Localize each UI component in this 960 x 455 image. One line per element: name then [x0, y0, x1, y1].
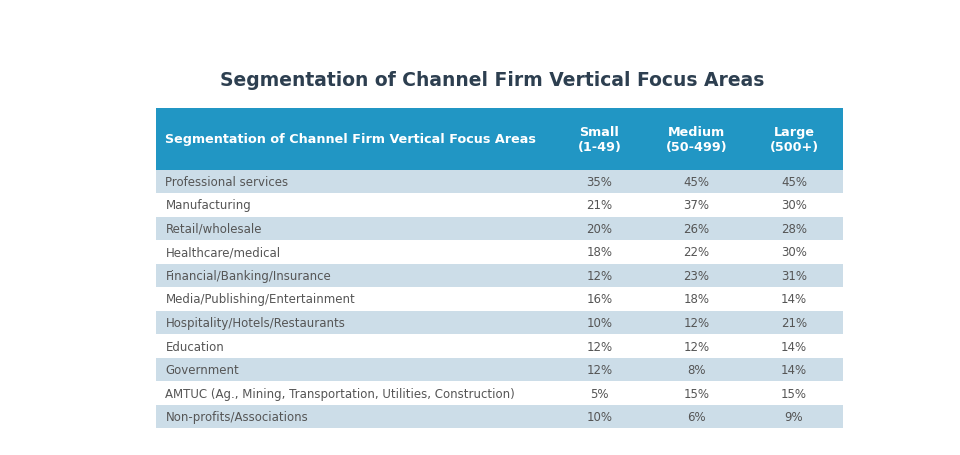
Bar — [156, 241, 843, 264]
Text: 23%: 23% — [684, 269, 709, 283]
Bar — [156, 264, 843, 288]
Bar — [156, 109, 843, 170]
Text: Medium
(50-499): Medium (50-499) — [665, 125, 728, 154]
Text: 12%: 12% — [587, 340, 612, 353]
Text: 14%: 14% — [780, 293, 807, 306]
Text: 45%: 45% — [684, 176, 709, 188]
Text: Hospitality/Hotels/Restaurants: Hospitality/Hotels/Restaurants — [165, 316, 346, 329]
Text: Segmentation of Channel Firm Vertical Focus Areas: Segmentation of Channel Firm Vertical Fo… — [165, 133, 537, 146]
Text: 14%: 14% — [780, 363, 807, 376]
Text: Healthcare/medical: Healthcare/medical — [165, 246, 280, 259]
Text: 9%: 9% — [784, 410, 804, 423]
Text: 12%: 12% — [587, 269, 612, 283]
Text: 5%: 5% — [590, 387, 609, 399]
Text: 16%: 16% — [587, 293, 612, 306]
Text: 45%: 45% — [781, 176, 807, 188]
Text: 10%: 10% — [587, 410, 612, 423]
Bar — [156, 194, 843, 217]
Text: 14%: 14% — [780, 340, 807, 353]
Text: Small
(1-49): Small (1-49) — [578, 125, 621, 154]
Text: 37%: 37% — [684, 199, 709, 212]
Text: 20%: 20% — [587, 222, 612, 235]
Text: 18%: 18% — [587, 246, 612, 259]
Text: 28%: 28% — [781, 222, 807, 235]
Text: Large
(500+): Large (500+) — [770, 125, 819, 154]
Bar — [156, 170, 843, 194]
Text: Professional services: Professional services — [165, 176, 289, 188]
Bar — [156, 381, 843, 405]
Bar — [156, 288, 843, 311]
Text: Segmentation of Channel Firm Vertical Focus Areas: Segmentation of Channel Firm Vertical Fo… — [220, 71, 764, 89]
Text: 15%: 15% — [781, 387, 807, 399]
Bar — [156, 311, 843, 334]
Text: 22%: 22% — [684, 246, 709, 259]
Text: Financial/Banking/Insurance: Financial/Banking/Insurance — [165, 269, 331, 283]
Text: 30%: 30% — [781, 199, 807, 212]
Text: 30%: 30% — [781, 246, 807, 259]
Text: Manufacturing: Manufacturing — [165, 199, 252, 212]
Bar — [156, 358, 843, 381]
Bar — [156, 334, 843, 358]
Text: 8%: 8% — [687, 363, 706, 376]
Text: 12%: 12% — [587, 363, 612, 376]
Text: Government: Government — [165, 363, 239, 376]
Text: Non-profits/Associations: Non-profits/Associations — [165, 410, 308, 423]
Text: 21%: 21% — [780, 316, 807, 329]
Text: 12%: 12% — [684, 316, 709, 329]
Bar — [156, 405, 843, 429]
Text: 21%: 21% — [587, 199, 612, 212]
Text: 15%: 15% — [684, 387, 709, 399]
Text: AMTUC (Ag., Mining, Transportation, Utilities, Construction): AMTUC (Ag., Mining, Transportation, Util… — [165, 387, 516, 399]
Text: 31%: 31% — [781, 269, 807, 283]
Text: 12%: 12% — [684, 340, 709, 353]
Text: 26%: 26% — [684, 222, 709, 235]
Text: 18%: 18% — [684, 293, 709, 306]
Text: Education: Education — [165, 340, 224, 353]
Text: 6%: 6% — [687, 410, 706, 423]
Text: Media/Publishing/Entertainment: Media/Publishing/Entertainment — [165, 293, 355, 306]
Text: 10%: 10% — [587, 316, 612, 329]
Bar — [156, 217, 843, 241]
Text: Retail/wholesale: Retail/wholesale — [165, 222, 262, 235]
Text: 35%: 35% — [587, 176, 612, 188]
